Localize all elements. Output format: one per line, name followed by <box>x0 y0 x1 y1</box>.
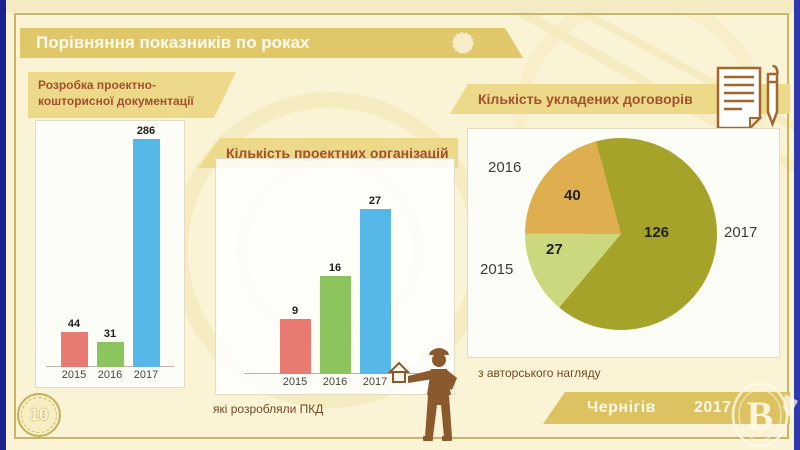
contract-document-pen-icon <box>716 64 779 131</box>
pie-value-2016: 40 <box>564 187 581 204</box>
slide-title: Порівняння показників по роках <box>36 33 310 52</box>
pie-value-2015: 27 <box>546 241 563 258</box>
bar-year-label: 2016 <box>97 369 123 381</box>
footer-city: Чернігів <box>587 399 656 416</box>
round-ornament-icon <box>452 32 474 54</box>
page-number: 10 <box>21 397 57 433</box>
letter-v-emblem: В <box>731 382 798 448</box>
right-edge-strip <box>794 0 800 450</box>
chart2-caption: які розробляли ПКД <box>213 402 324 416</box>
page-number-coin: 10 <box>17 393 61 437</box>
bar-year-label: 2017 <box>362 376 388 388</box>
pie-label-2015: 2015 <box>480 261 514 278</box>
chart3-caption: з авторського нагляду <box>478 366 601 380</box>
bar-2017 <box>359 209 391 374</box>
bar-value-label: 27 <box>368 195 382 207</box>
svg-text:В: В <box>747 393 774 438</box>
footer-band: Чернігів 2017 <box>543 392 790 424</box>
bar-column-2016: 31 2016 <box>96 328 124 383</box>
bar-column-2016: 16 2016 <box>319 262 351 390</box>
top-strip <box>6 0 794 12</box>
pie-label-2016: 2016 <box>488 159 522 176</box>
chart1-title: Розробка проектно-кошторисної документац… <box>28 72 236 118</box>
bar-year-label: 2016 <box>322 376 348 388</box>
slide-title-band: Порівняння показників по роках <box>20 28 523 58</box>
chart3-panel: 2016 40 27 2015 126 2017 <box>467 128 780 358</box>
gold-frame <box>14 13 789 439</box>
bar-year-label: 2015 <box>282 376 308 388</box>
bar-year-label: 2015 <box>61 369 87 381</box>
bar-column-2017: 27 2017 <box>359 195 391 390</box>
bar-2017 <box>132 139 160 367</box>
left-edge-strip <box>0 0 6 450</box>
pie-value-2017: 126 <box>644 224 670 241</box>
bar-value-label: 286 <box>136 125 156 137</box>
bar-2016 <box>319 276 351 374</box>
chart2-panel: 9 2015 16 2016 27 2017 <box>215 158 455 395</box>
bar-2015 <box>279 319 311 374</box>
pie-label-2017: 2017 <box>724 224 758 241</box>
bar-year-label: 2017 <box>133 369 159 381</box>
bar-value-label: 16 <box>328 262 342 274</box>
pie-chart <box>525 138 717 330</box>
chart2-title: Кількість проектних організацій <box>198 138 458 168</box>
bar-value-label: 31 <box>103 328 117 340</box>
bar-2016 <box>96 342 124 367</box>
chart2-bars: 9 2015 16 2016 27 2017 <box>216 195 454 390</box>
bar-value-label: 44 <box>67 318 81 330</box>
bar-column-2015: 9 2015 <box>279 305 311 390</box>
bar-value-label: 9 <box>291 305 299 317</box>
bar-column-2017: 286 2017 <box>132 125 160 383</box>
chart1-panel: 44 2015 31 2016 286 2017 <box>35 120 185 388</box>
chart1-bars: 44 2015 31 2016 286 2017 <box>36 125 184 383</box>
builder-with-house-silhouette <box>387 348 457 441</box>
bar-column-2015: 44 2015 <box>60 318 88 383</box>
bar-2015 <box>60 332 88 367</box>
footer-year: 2017 <box>693 399 732 416</box>
